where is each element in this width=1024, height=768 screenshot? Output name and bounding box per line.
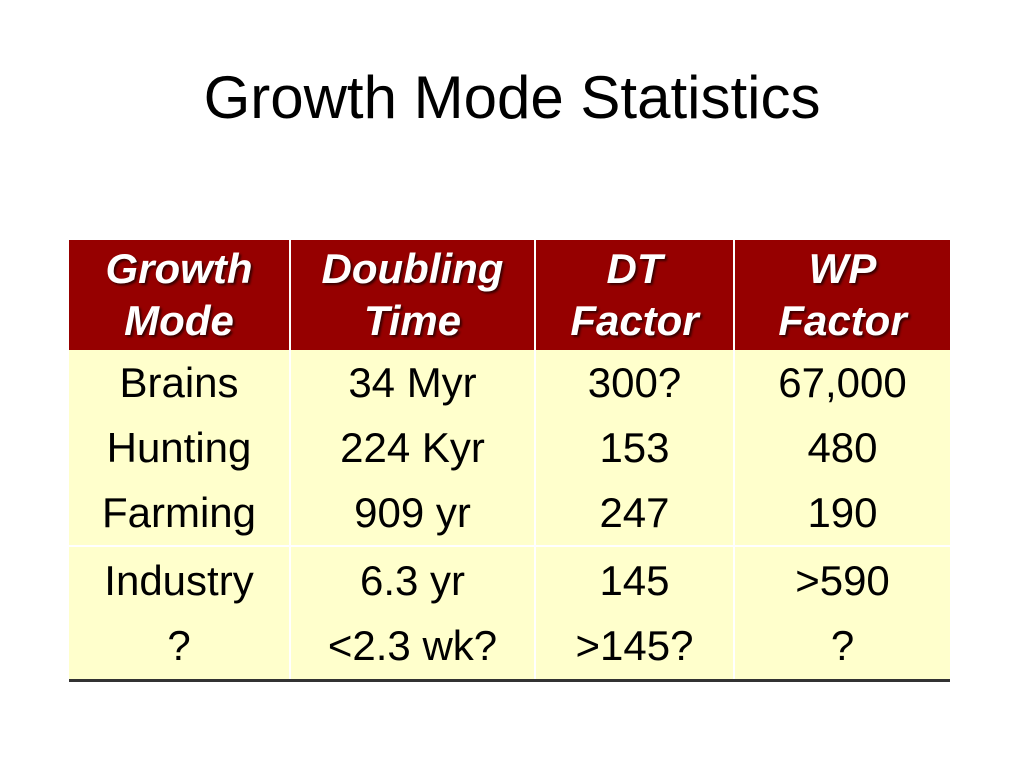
table-row-group-industrial: Industry ? 6.3 yr <2.3 wk? 145 >145? >59… — [69, 546, 950, 682]
header-wp-factor: WP Factor — [733, 240, 950, 350]
cell-dt-factor: 300? 153 247 — [534, 350, 734, 547]
growth-mode-table: Growth Mode Doubling Time DT Factor WP F… — [69, 240, 950, 682]
cell-growth-mode: Brains Hunting Farming — [69, 350, 290, 547]
cell-value: ? — [167, 622, 191, 669]
cell-doubling-time: 34 Myr 224 Kyr 909 yr — [289, 350, 535, 547]
cell-doubling-time: 6.3 yr <2.3 wk? — [289, 546, 535, 682]
cell-value: 34 Myr — [348, 359, 477, 406]
cell-value: 190 — [807, 489, 878, 536]
header-doubling-time: Doubling Time — [289, 240, 535, 350]
header-line: Factor — [778, 297, 907, 344]
cell-value: Brains — [119, 359, 239, 406]
cell-value: 300? — [587, 359, 682, 406]
slide-title: Growth Mode Statistics — [203, 64, 821, 131]
cell-value: 480 — [807, 424, 878, 471]
cell-growth-mode: Industry ? — [69, 546, 290, 682]
cell-value: Hunting — [106, 424, 252, 471]
cell-value: 153 — [599, 424, 670, 471]
cell-dt-factor: 145 >145? — [534, 546, 734, 682]
cell-value: 909 yr — [354, 489, 471, 536]
cell-value: 6.3 yr — [359, 557, 466, 604]
cell-value: >590 — [795, 557, 890, 604]
header-line: Doubling — [321, 245, 504, 292]
header-line: Mode — [124, 297, 234, 344]
cell-value: Industry — [104, 557, 254, 604]
cell-wp-factor: 67,000 480 190 — [733, 350, 950, 547]
header-line: DT — [606, 245, 663, 292]
header-dt-factor: DT Factor — [534, 240, 734, 350]
cell-value: 67,000 — [778, 359, 907, 406]
cell-value: >145? — [575, 622, 694, 669]
header-growth-mode: Growth Mode — [69, 240, 290, 350]
header-line: Growth — [105, 245, 253, 292]
cell-wp-factor: >590 ? — [733, 546, 950, 682]
header-line: Factor — [570, 297, 699, 344]
cell-value: ? — [830, 622, 855, 669]
cell-value: 224 Kyr — [340, 424, 485, 471]
table-header-row: Growth Mode Doubling Time DT Factor WP F… — [69, 240, 950, 350]
cell-value: 247 — [599, 489, 670, 536]
header-line: Time — [363, 297, 462, 344]
cell-value: 145 — [599, 557, 670, 604]
cell-value: Farming — [101, 489, 257, 536]
header-line: WP — [808, 245, 877, 292]
cell-value: <2.3 wk? — [327, 622, 498, 669]
table-row-group-preindustrial: Brains Hunting Farming 34 Myr 224 Kyr 90… — [69, 350, 950, 547]
